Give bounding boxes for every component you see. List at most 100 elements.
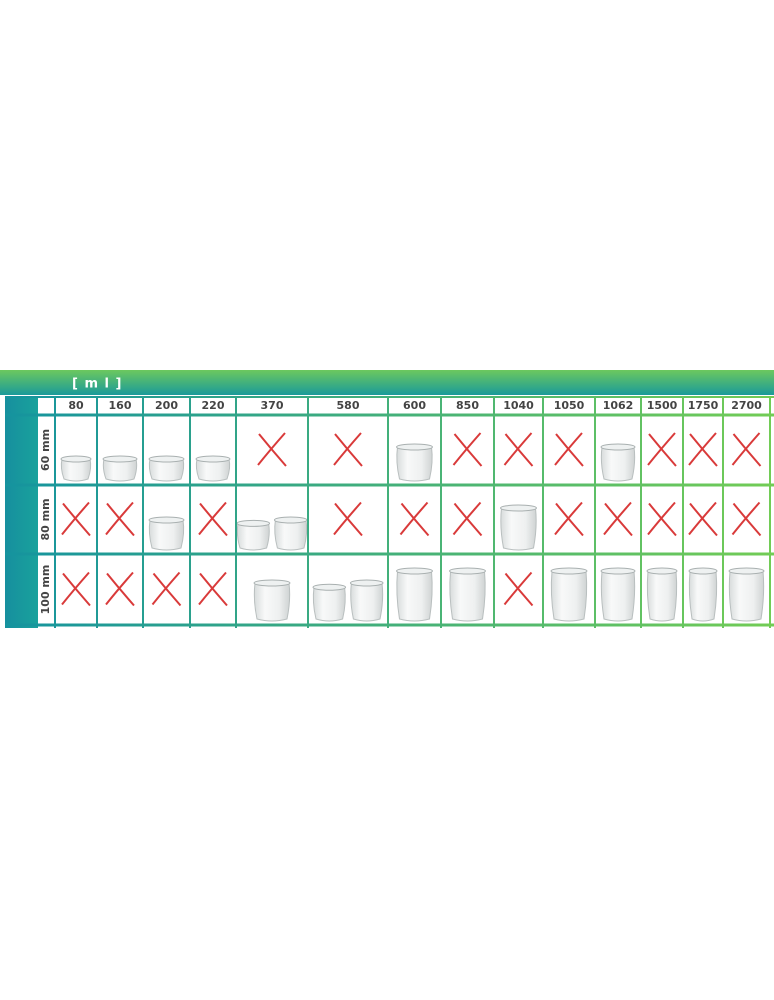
jar <box>688 567 718 622</box>
cross <box>648 502 677 537</box>
cross <box>61 571 90 606</box>
jar-body <box>148 519 185 551</box>
jar <box>728 567 765 622</box>
jar-body <box>600 570 636 622</box>
jar <box>646 567 678 622</box>
cross <box>199 572 228 607</box>
jar-body <box>688 570 718 622</box>
column-header: 1750 <box>688 399 719 412</box>
jar-lid <box>102 455 138 463</box>
jar-lid <box>646 567 678 575</box>
column-header: 2700 <box>731 399 762 412</box>
cross <box>198 571 227 606</box>
cross <box>334 502 363 537</box>
jar-body <box>312 586 346 622</box>
jar-lid <box>600 443 636 451</box>
cross <box>503 571 533 606</box>
column-header: 1500 <box>647 399 678 412</box>
cross <box>603 501 632 536</box>
cross <box>689 502 718 537</box>
cross <box>452 432 482 466</box>
jar-lid <box>148 516 185 524</box>
row-label: 60 mm <box>39 429 52 471</box>
jar-body <box>60 458 92 482</box>
jar-lid <box>148 455 185 463</box>
jar-lid <box>396 567 433 575</box>
cross <box>688 501 717 536</box>
column-header: 600 <box>403 399 426 412</box>
jar <box>600 443 636 482</box>
top-band <box>0 370 774 395</box>
column-header: 370 <box>261 399 284 412</box>
cross <box>106 572 135 607</box>
cross <box>106 502 135 537</box>
cross <box>688 432 717 466</box>
cross <box>453 433 483 467</box>
jar-lid <box>349 579 384 587</box>
jar <box>236 519 271 551</box>
cross <box>105 501 134 536</box>
jar-body <box>646 570 678 622</box>
jar <box>148 455 185 482</box>
cross <box>647 501 676 536</box>
cross <box>689 433 718 467</box>
jar-lid <box>550 567 588 575</box>
cross <box>604 502 633 537</box>
jar-lid <box>312 583 347 591</box>
column-header: 580 <box>337 399 360 412</box>
jar <box>600 567 636 622</box>
column-header: 1040 <box>503 399 534 412</box>
cross <box>152 572 182 607</box>
cross <box>151 571 181 606</box>
cross <box>333 501 362 536</box>
cross <box>333 432 362 466</box>
cross <box>554 432 583 466</box>
row-label: 80 mm <box>39 498 52 540</box>
cross <box>334 433 363 467</box>
cross <box>199 502 228 537</box>
cross <box>258 433 287 467</box>
cross <box>400 502 430 537</box>
cross <box>399 501 429 536</box>
jar <box>312 583 347 622</box>
jar <box>349 579 384 622</box>
column-header: 1050 <box>554 399 585 412</box>
jar-body <box>600 446 636 482</box>
column-header: 220 <box>202 399 225 412</box>
jar-body <box>236 522 270 551</box>
cross <box>198 501 227 536</box>
jar-lid <box>396 443 433 451</box>
cross <box>731 432 761 466</box>
jar-lid <box>500 504 537 512</box>
jar <box>449 567 486 622</box>
jar <box>102 455 138 482</box>
jar-body <box>253 582 291 622</box>
jar-body <box>500 507 537 551</box>
jar-lid <box>600 567 636 575</box>
jar-body <box>148 458 185 482</box>
jar <box>550 567 588 622</box>
cross <box>648 433 677 467</box>
cross <box>554 501 583 536</box>
cross <box>503 432 533 466</box>
jar <box>396 567 433 622</box>
jar <box>273 516 308 551</box>
jar-body <box>274 519 308 551</box>
cross <box>62 572 91 607</box>
jar-body <box>396 570 433 622</box>
jar-body <box>350 582 384 622</box>
cross <box>555 433 584 467</box>
jar-lid <box>60 455 92 463</box>
column-header: 850 <box>456 399 479 412</box>
jar-body <box>195 458 231 482</box>
row-label: 100 mm <box>39 565 52 615</box>
jar <box>500 504 537 551</box>
cross <box>105 571 134 606</box>
cross <box>62 502 91 537</box>
cross <box>731 501 761 536</box>
cross <box>555 502 584 537</box>
jar-body <box>102 458 138 482</box>
jar <box>253 579 291 622</box>
